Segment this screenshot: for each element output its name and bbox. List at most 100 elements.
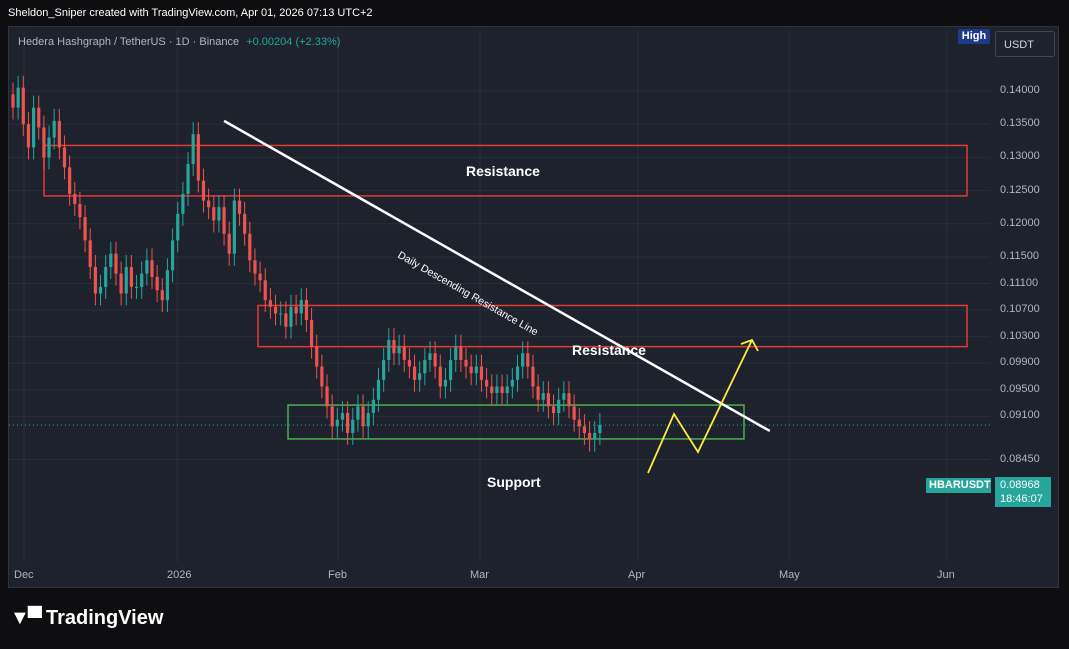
zone-label-support: Support	[487, 474, 541, 490]
candle-body	[485, 379, 489, 387]
price-tick-label: 0.10700	[1000, 303, 1040, 316]
candle-body	[510, 379, 514, 387]
candle-body	[531, 366, 535, 387]
candle-body	[541, 393, 545, 400]
candle-body	[284, 313, 288, 327]
price-tick-label: 0.11100	[1000, 276, 1039, 289]
candle-body	[268, 300, 272, 307]
candle-body	[433, 353, 437, 367]
zone-label-resistance-lower: Resistance	[572, 342, 646, 358]
candle-body	[294, 306, 298, 314]
price-tick-label: 0.14000	[1000, 84, 1040, 96]
candle-body	[191, 134, 195, 165]
candle-body	[165, 270, 170, 301]
candle-body	[387, 340, 391, 360]
candle-body	[73, 193, 77, 204]
candle-body	[129, 266, 134, 287]
candle-body	[98, 286, 103, 294]
zone-label-resistance-upper: Resistance	[466, 163, 540, 179]
candle-body	[346, 413, 350, 433]
candle-body	[500, 386, 504, 394]
chart-grid	[9, 30, 990, 562]
candle-body	[299, 300, 303, 314]
author-line: Sheldon_Sniper created with TradingView.…	[8, 7, 373, 19]
tradingview-logo[interactable]: ▼▀ TradingView	[10, 607, 163, 630]
candle-body	[119, 273, 123, 294]
price-tick-label: 0.12000	[1000, 216, 1040, 229]
candle-body	[160, 290, 164, 301]
candle-body	[57, 120, 61, 148]
candle-body	[196, 134, 200, 181]
candle-body	[52, 120, 56, 138]
candle-body	[243, 213, 247, 234]
descending-trendline	[223, 119, 771, 433]
currency-selector[interactable]: USDT	[995, 31, 1055, 57]
candle-body	[459, 346, 463, 360]
candle-body	[536, 386, 540, 400]
candle-body	[490, 386, 494, 394]
chart-panel	[8, 26, 1059, 588]
candle-body	[464, 359, 468, 367]
candle-body	[68, 167, 72, 194]
candle-body	[217, 207, 221, 221]
candle-body	[577, 419, 581, 427]
candle-body	[582, 426, 587, 433]
candle-body	[21, 87, 25, 125]
candle-body	[562, 393, 566, 400]
candle-body	[371, 399, 375, 414]
candle-body	[78, 203, 82, 218]
candle-body	[207, 200, 211, 208]
symbol-price-tag: HBARUSDT	[926, 478, 991, 493]
candle-body	[289, 306, 293, 327]
time-tick-label: Feb	[328, 569, 347, 581]
candle-body	[407, 359, 411, 367]
candle-body	[263, 280, 267, 301]
candle-body	[279, 313, 283, 315]
candle-body	[366, 413, 370, 427]
candle-body	[315, 346, 319, 367]
candle-body	[253, 260, 257, 274]
candle-body	[62, 147, 67, 168]
candle-body	[443, 379, 448, 387]
price-tick-label: 0.13000	[1000, 150, 1040, 163]
candle-body	[304, 300, 309, 321]
candle-body	[212, 207, 216, 221]
candle-body	[412, 366, 417, 380]
candle-body	[47, 137, 51, 158]
price-tick-label: 0.10300	[1000, 329, 1040, 342]
candle-body	[423, 359, 427, 374]
candle-body	[186, 164, 190, 194]
candle-body	[114, 253, 118, 274]
candle-body	[88, 240, 92, 267]
candle-body	[93, 266, 97, 294]
candle-body	[340, 413, 345, 420]
resistance-zone-upper	[43, 144, 968, 197]
symbol-title: Hedera Hashgraph / TetherUS · 1D · Binan…	[18, 36, 240, 48]
candle-body	[454, 346, 458, 360]
candle-body	[402, 346, 406, 360]
candle-body	[392, 340, 396, 354]
candle-body	[526, 353, 530, 367]
time-tick-label: 2026	[167, 569, 192, 581]
candle-body	[109, 253, 113, 267]
candle-body	[515, 366, 520, 380]
candle-body	[376, 379, 381, 400]
candle-body	[428, 353, 432, 360]
candle-body	[418, 373, 422, 380]
projection-arrowhead	[740, 338, 759, 352]
logo-text: TradingView	[45, 607, 164, 629]
candle-body	[31, 107, 36, 148]
candle-body	[330, 406, 334, 427]
candle-body	[469, 366, 473, 374]
candle-body	[309, 320, 314, 347]
symbol-info[interactable]: Hedera Hashgraph / TetherUS · 1D · Binan…	[18, 36, 340, 48]
bar-countdown: 18:46:07	[1000, 493, 1043, 505]
candle-body	[521, 353, 525, 367]
candle-body	[382, 359, 386, 380]
zone-boxes	[43, 144, 968, 440]
candle-body	[140, 273, 144, 287]
candle-body	[37, 107, 41, 128]
candle-body	[83, 217, 87, 241]
candle-body	[201, 180, 206, 201]
